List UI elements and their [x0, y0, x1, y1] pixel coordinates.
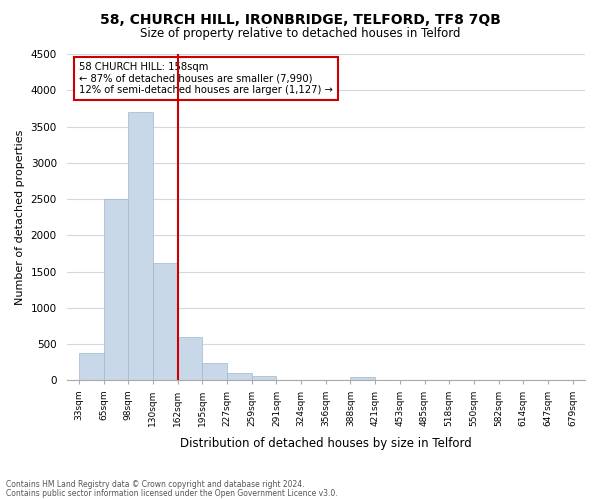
Y-axis label: Number of detached properties: Number of detached properties: [15, 130, 25, 305]
Bar: [104, 199, 128, 380]
Text: Contains public sector information licensed under the Open Government Licence v3: Contains public sector information licen…: [6, 488, 338, 498]
Text: 58 CHURCH HILL: 158sqm
← 87% of detached houses are smaller (7,990)
12% of semi-: 58 CHURCH HILL: 158sqm ← 87% of detached…: [79, 62, 334, 96]
X-axis label: Distribution of detached houses by size in Telford: Distribution of detached houses by size …: [180, 437, 472, 450]
Bar: [350, 377, 375, 380]
Text: Contains HM Land Registry data © Crown copyright and database right 2024.: Contains HM Land Registry data © Crown c…: [6, 480, 305, 489]
Bar: [128, 112, 153, 380]
Bar: [227, 373, 251, 380]
Bar: [251, 376, 277, 380]
Bar: [178, 337, 202, 380]
Bar: [79, 353, 104, 380]
Text: 58, CHURCH HILL, IRONBRIDGE, TELFORD, TF8 7QB: 58, CHURCH HILL, IRONBRIDGE, TELFORD, TF…: [100, 12, 500, 26]
Bar: [202, 363, 227, 380]
Bar: [153, 263, 178, 380]
Text: Size of property relative to detached houses in Telford: Size of property relative to detached ho…: [140, 28, 460, 40]
